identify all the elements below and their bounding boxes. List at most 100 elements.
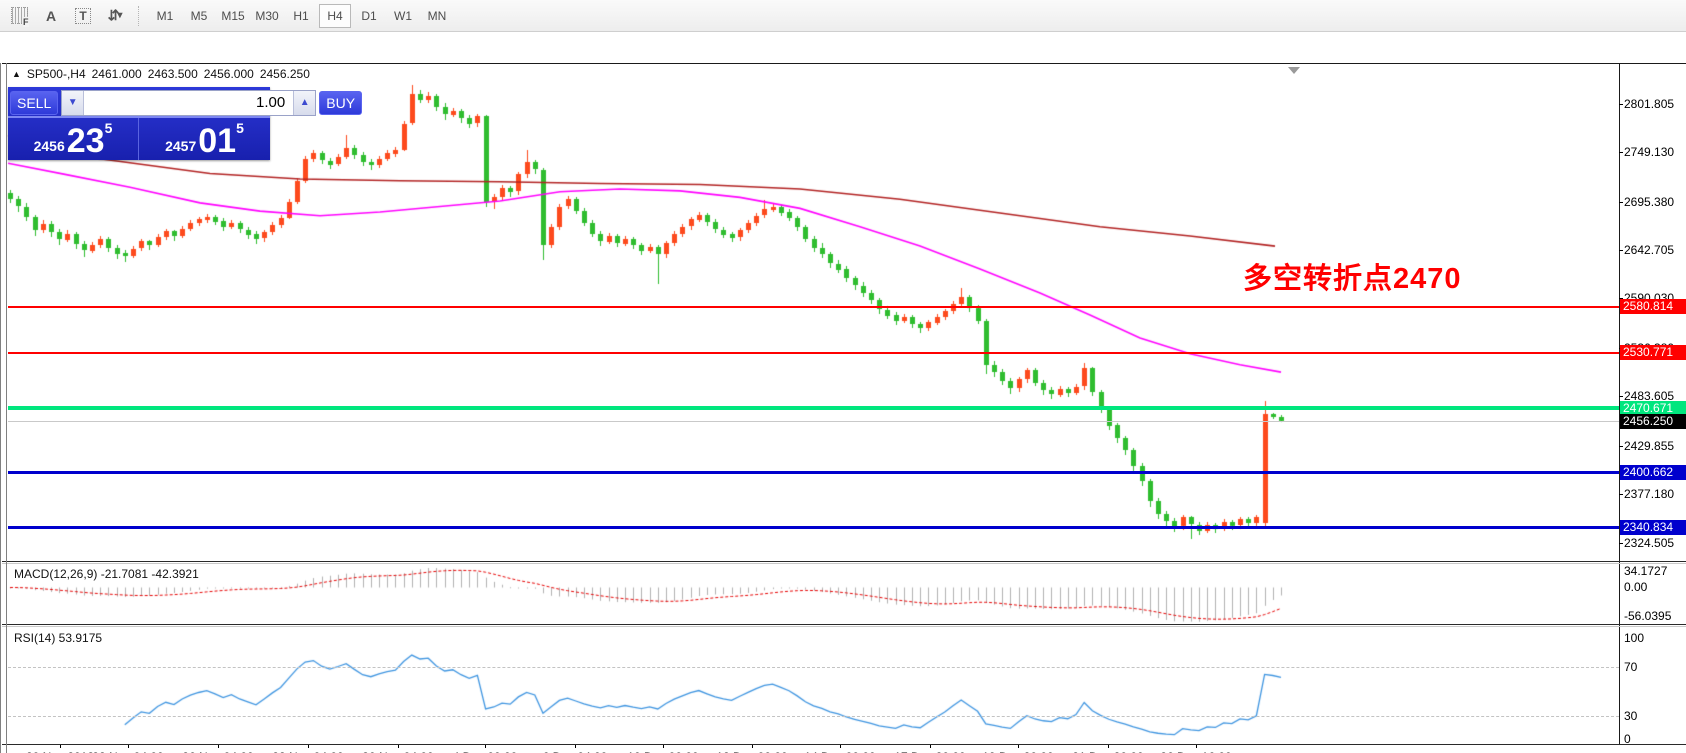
date-label: 4 Dec 00:00	[453, 750, 518, 753]
timeframe-M1[interactable]: M1	[156, 8, 174, 23]
timeframe-M15[interactable]: M15	[221, 8, 245, 23]
price-tick-2695.380: 2695.380	[1624, 194, 1675, 209]
price-tick-mark	[1619, 201, 1623, 203]
date-label: 19 Dec 20:00	[982, 750, 1053, 753]
sell-price-small: 2456	[33, 138, 65, 154]
hline-2580.814[interactable]	[8, 305, 1619, 308]
date-label: 17 Dec 20:00	[894, 750, 965, 753]
price-tick-2642.705: 2642.705	[1624, 243, 1675, 258]
price-tick-2801.805: 2801.805	[1624, 96, 1675, 111]
timeframe-group: M1 M5 M15 M30 H1 H4 D1 W1 MN	[148, 3, 454, 28]
date-tick-mark	[752, 744, 753, 748]
date-tick-mark	[485, 744, 486, 748]
timeframe-W1[interactable]: W1	[394, 8, 412, 23]
arrows-tool-icon[interactable]: ⇵ ▾	[102, 4, 128, 28]
timeframe-MN[interactable]: MN	[427, 8, 447, 23]
date-tick-mark	[575, 744, 576, 748]
hline-2530.771[interactable]	[8, 351, 1619, 354]
annotation-text[interactable]: 多空转折点2470	[1243, 263, 1462, 295]
grid-f-icon[interactable]: F	[6, 4, 32, 28]
date-label: 12 Dec 00:00	[716, 750, 787, 753]
timeframe-M5[interactable]: M5	[190, 8, 208, 23]
hline-2400.662[interactable]	[8, 471, 1619, 475]
buy-price-small: 2457	[165, 138, 197, 154]
price-tick-mark	[1619, 298, 1623, 300]
price-tick-2324.505: 2324.505	[1624, 535, 1675, 550]
macd-tick--56.0395: -56.0395	[1624, 609, 1672, 623]
price-tick-2749.130: 2749.130	[1624, 145, 1675, 160]
text-a-glyph: A	[45, 7, 57, 24]
price-tag-2456.250: 2456.250	[1620, 414, 1686, 430]
date-tick-mark	[218, 744, 219, 748]
volume-increase-button[interactable]: ▲	[293, 90, 316, 115]
date-tick-mark	[128, 744, 129, 748]
hline-2470.671[interactable]	[8, 406, 1619, 411]
main-macd-separator[interactable]	[2, 561, 1686, 562]
date-label: 26 Nov 04:00	[182, 750, 253, 753]
toolbar-separator	[138, 5, 140, 26]
buy-button[interactable]: BUY	[319, 90, 363, 115]
date-label: 14 Dec 00:00	[804, 750, 875, 753]
date-tick-mark	[1108, 744, 1109, 748]
main-macd-separator-light	[2, 563, 1686, 564]
date-label: 28 Nov 04:00	[272, 750, 343, 753]
toolbar: F A T ⇵ ▾ M1 M5 M15 M30 H1 H4 D1 W1 MN	[0, 0, 1686, 32]
hline-2456.25[interactable]	[8, 421, 1619, 423]
macd-label: MACD(12,26,9) -21.7081 -42.3921	[14, 567, 199, 581]
price-tick-mark	[1619, 542, 1623, 544]
date-label: 30 Nov 04:00	[362, 750, 433, 753]
price-tick-mark	[1619, 396, 1623, 398]
sell-price-big: 23	[66, 122, 105, 160]
sell-button[interactable]: SELL	[10, 90, 59, 115]
date-label: 6 Dec 04:00	[543, 750, 608, 753]
ohlc-low: 2456.000	[203, 67, 254, 81]
chart-top-border	[2, 63, 1686, 64]
timeframe-D1[interactable]: D1	[361, 8, 377, 23]
trade-panel-prices: 2456 23 5 2457 01 5	[8, 116, 270, 160]
date-label: 20 Nov 2018	[26, 750, 94, 753]
chart-shift-marker[interactable]	[1288, 67, 1300, 74]
price-tick-2377.180: 2377.180	[1624, 487, 1675, 502]
sell-price-sup: 5	[104, 120, 113, 136]
textbox-t-icon[interactable]: T	[70, 4, 96, 28]
collapse-icon[interactable]: ▲	[12, 69, 21, 79]
macd-rsi-separator[interactable]	[2, 624, 1686, 625]
price-tick-mark	[1619, 152, 1623, 154]
date-label: 21 Dec 20:00	[1072, 750, 1143, 753]
rsi-level-70	[8, 667, 1619, 668]
price-tag-2340.834: 2340.834	[1620, 520, 1686, 536]
volume-input[interactable]	[84, 90, 294, 115]
text-a-icon[interactable]: A	[38, 4, 64, 28]
date-label: 22 Nov 04:00	[92, 750, 163, 753]
macd-tick-0.00: 0.00	[1624, 580, 1648, 594]
rsi-level-30	[8, 716, 1619, 717]
buy-price[interactable]: 2457 01 5	[139, 118, 270, 160]
ohlc-high: 2463.500	[147, 67, 198, 81]
sell-price[interactable]: 2456 23 5	[8, 118, 139, 160]
date-tick-mark	[1196, 744, 1197, 748]
window-left-border	[0, 63, 1, 753]
price-tag-2580.814: 2580.814	[1620, 299, 1686, 315]
price-tick-2483.605: 2483.605	[1624, 389, 1675, 404]
rsi-tick-70: 70	[1624, 660, 1638, 674]
arrows-caret-icon[interactable]: ▾	[117, 10, 123, 21]
buy-price-big: 01	[198, 122, 237, 160]
timeframe-H4[interactable]: H4	[319, 3, 351, 28]
rsi-tick-100: 100	[1624, 631, 1645, 645]
rsi-tick-30: 30	[1624, 709, 1638, 723]
price-tag-2470.671: 2470.671	[1620, 400, 1686, 416]
price-chart-canvas	[0, 31, 1686, 753]
timeframe-H1[interactable]: H1	[293, 8, 309, 23]
buy-price-sup: 5	[236, 120, 244, 136]
price-tick-mark	[1619, 445, 1623, 447]
symbol-period: SP500-,H4	[26, 67, 86, 81]
date-tick-mark	[663, 744, 664, 748]
grid-f-glyph: F	[10, 7, 29, 27]
price-tag-2400.662: 2400.662	[1620, 465, 1686, 481]
rsi-bottom-border	[2, 744, 1686, 745]
textbox-t-glyph: T	[75, 7, 91, 24]
timeframe-M30[interactable]: M30	[255, 8, 279, 23]
volume-decrease-button[interactable]: ▼	[62, 90, 85, 115]
hline-2340.834[interactable]	[8, 526, 1619, 530]
